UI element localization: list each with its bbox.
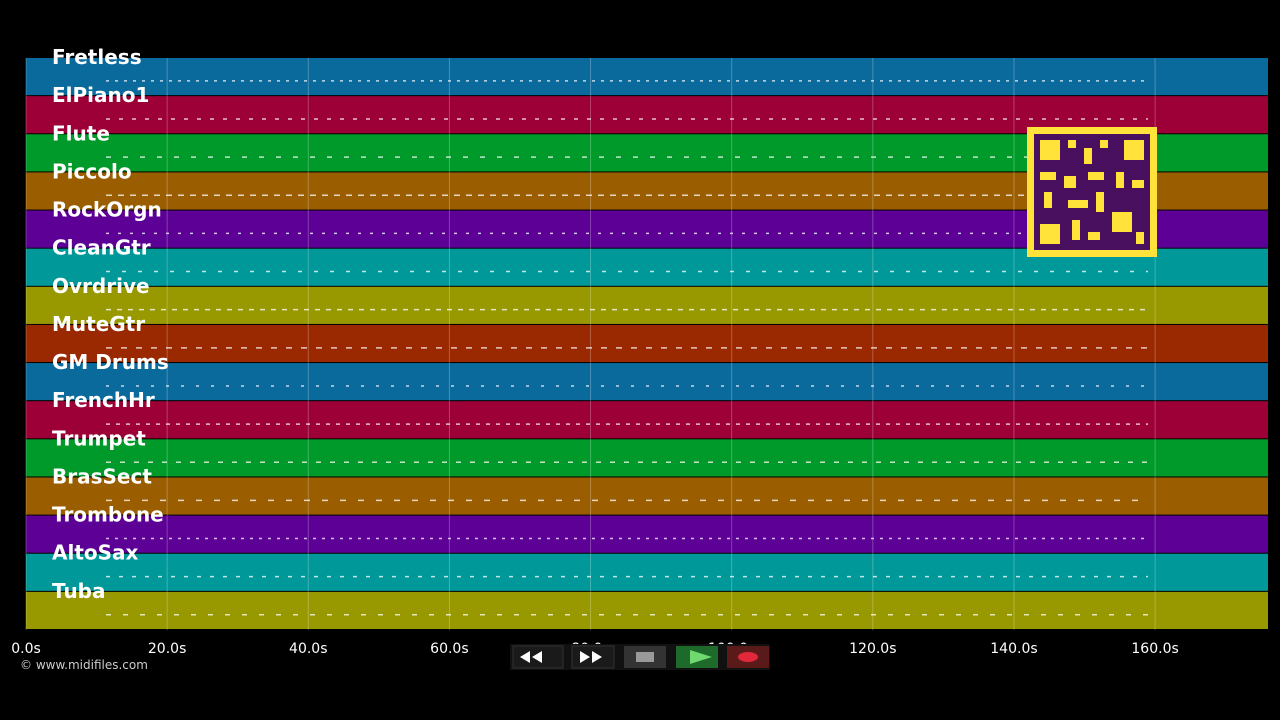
track-lane [26, 286, 1268, 324]
stop-button[interactable] [624, 646, 666, 668]
track-name: AltoSax [52, 541, 139, 565]
track-labels: Fretless ElPiano1 Flute Piccolo RockOrgn Clea… [52, 45, 169, 603]
track-lane [26, 515, 1268, 553]
tick-label: 40.0s [289, 641, 327, 657]
track-name: Tuba [52, 579, 106, 603]
track-lane [26, 553, 1268, 591]
track-lane [26, 477, 1268, 515]
track-name: ElPiano1 [52, 83, 149, 107]
tick-label: 60.0s [430, 641, 468, 657]
notes [106, 80, 1148, 616]
record-button[interactable] [727, 646, 769, 668]
track-name: Fretless [52, 45, 142, 69]
track-name: Trumpet [52, 426, 146, 450]
track-lane [26, 58, 1268, 96]
play-button[interactable] [676, 646, 718, 668]
track-lane [26, 401, 1268, 439]
tick-label: 0.0s [11, 641, 41, 657]
credit: © www.midifiles.com [20, 658, 148, 672]
tick-label: 160.0s [1131, 641, 1178, 657]
rewind-button[interactable] [512, 645, 564, 669]
tick-label: 120.0s [849, 641, 896, 657]
tick-label: 20.0s [148, 641, 186, 657]
track-name: MuteGtr [52, 312, 145, 336]
track-name: Piccolo [52, 159, 132, 183]
transport-controls [510, 644, 770, 670]
track-name: FrenchHr [52, 388, 155, 412]
qr-code [1027, 127, 1157, 257]
track-lane [26, 439, 1268, 477]
track-name: CleanGtr [52, 236, 151, 260]
track-name: BrasSect [52, 464, 152, 488]
track-name: Ovrdrive [52, 274, 150, 298]
fast-forward-button[interactable] [571, 645, 615, 669]
track-name: RockOrgn [52, 198, 162, 222]
track-lane [26, 324, 1268, 363]
tick-label: 140.0s [990, 641, 1037, 657]
track-name: GM Drums [52, 350, 169, 374]
track-lane [26, 363, 1268, 401]
track-name: Flute [52, 121, 110, 145]
track-name: Trombone [52, 503, 164, 527]
track-lane [26, 591, 1268, 629]
